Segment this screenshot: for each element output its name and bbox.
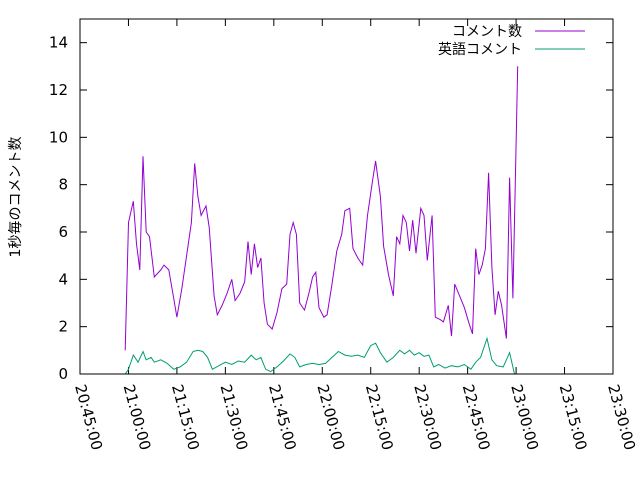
x-tick-label: 21:00:00 (120, 382, 155, 452)
series-line-1 (124, 336, 515, 375)
y-axis-ticks: 0 2 4 6 8 10 12 14 (49, 34, 613, 383)
y-tick-label: 10 (49, 128, 68, 146)
x-tick-label: 23:00:00 (507, 382, 542, 452)
x-tick-label: 21:15:00 (168, 382, 203, 452)
series-layer (124, 66, 519, 375)
x-tick-label: 21:45:00 (265, 382, 300, 452)
x-tick-label: 22:30:00 (410, 382, 445, 452)
y-tick-label: 12 (49, 81, 68, 99)
x-tick-label: 23:30:00 (604, 382, 639, 452)
y-tick-label: 0 (58, 365, 68, 383)
y-tick-label: 6 (58, 223, 68, 241)
x-tick-label: 23:15:00 (556, 382, 591, 452)
legend-label: 英語コメント (438, 41, 522, 58)
x-tick-label: 20:45:00 (71, 382, 106, 452)
y-tick-label: 8 (58, 176, 68, 194)
y-tick-label: 4 (58, 270, 68, 288)
y-tick-label: 14 (49, 34, 68, 52)
x-tick-label: 22:15:00 (362, 382, 397, 452)
y-axis-label: 1秒毎のコメント数 (8, 137, 24, 258)
x-axis-ticks: 20:45:00 21:00:00 21:15:00 21:30:00 21:45:00… (71, 19, 639, 452)
plot-frame (79, 18, 614, 375)
legend-label: コメント数 (452, 24, 522, 40)
x-tick-label: 22:00:00 (313, 382, 348, 452)
y-tick-label: 2 (58, 318, 68, 336)
series-line-0 (124, 66, 519, 351)
x-tick-label: 21:30:00 (216, 382, 251, 452)
x-tick-label: 22:45:00 (459, 382, 494, 452)
